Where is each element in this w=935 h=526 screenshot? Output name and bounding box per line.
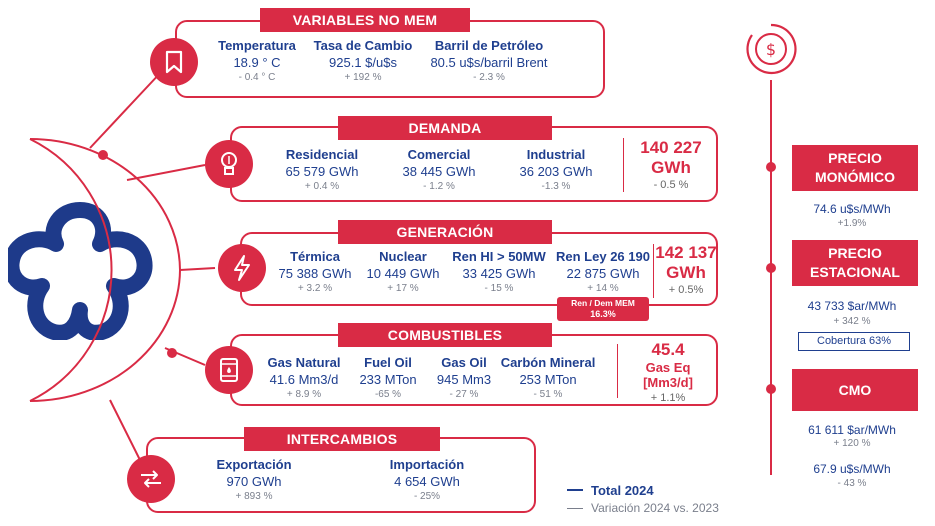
legend-total: Total 2024 xyxy=(591,482,654,498)
metric-importacion: Importación 4 654 GWh - 25% xyxy=(389,457,465,502)
precio-monomico-title: PRECIO MONÓMICO xyxy=(792,145,918,191)
metric-industrial: Industrial 36 203 GWh -1.3 % xyxy=(519,147,593,192)
metric-residencial: Residencial 65 579 GWh + 0.4 % xyxy=(285,147,359,192)
divider xyxy=(617,344,618,398)
metric-temperatura: Temperatura 18.9 ° C - 0.4 ° C xyxy=(218,38,296,83)
ren-dem-badge: Ren / Dem MEM 16.3% xyxy=(557,297,649,321)
metric-gas-natural: Gas Natural 41.6 Mm3/d + 8.9 % xyxy=(267,355,341,400)
precio-estacional-title: PRECIO ESTACIONAL xyxy=(792,240,918,286)
demanda-total: 140 227 GWh - 0.5 % xyxy=(640,138,702,191)
bookmark-icon xyxy=(150,38,198,86)
dollar-icon: $ xyxy=(742,20,800,78)
cmo-var-ars: + 120 % xyxy=(833,438,871,449)
timeline-dot xyxy=(766,384,776,394)
metric-carbon: Carbón Mineral 253 MTon - 51 % xyxy=(500,355,596,400)
metric-tasa-cambio: Tasa de Cambio 925.1 $/u$s + 192 % xyxy=(313,38,413,83)
arc-dot xyxy=(98,150,108,160)
generacion-total: 142 137 GWh + 0.5% xyxy=(655,243,717,296)
metric-barril: Barril de Petróleo 80.5 u$s/barril Brent… xyxy=(430,38,548,83)
combustibles-title: COMBUSTIBLES xyxy=(338,323,552,347)
legend-line-total xyxy=(567,489,583,491)
precio-monomico-var: +1.9% xyxy=(837,218,867,229)
lightbulb-icon xyxy=(205,140,253,188)
variables-title: VARIABLES NO MEM xyxy=(260,8,470,32)
cobertura-box: Cobertura 63% xyxy=(798,332,910,351)
timeline-dot xyxy=(766,162,776,172)
lightning-icon xyxy=(218,244,266,292)
precio-estacional-value: 43 733 $ar/MWh xyxy=(807,299,897,313)
legend-variation: Variación 2024 vs. 2023 xyxy=(591,501,719,515)
timeline-dot xyxy=(766,263,776,273)
precio-estacional-var: + 342 % xyxy=(833,316,871,327)
metric-nuclear: Nuclear 10 449 GWh + 17 % xyxy=(366,249,440,294)
fuel-barrel-icon xyxy=(205,346,253,394)
metric-fuel-oil: Fuel Oil 233 MTon -65 % xyxy=(359,355,417,400)
generacion-panel xyxy=(240,232,718,306)
cmo-value-usd: 67.9 u$s/MWh xyxy=(813,462,891,476)
exchange-arrows-icon xyxy=(127,455,175,503)
cammesa-logo xyxy=(8,202,153,340)
divider xyxy=(623,138,624,192)
metric-ren-hi: Ren HI > 50MW 33 425 GWh - 15 % xyxy=(452,249,546,294)
arc-dot xyxy=(167,348,177,358)
metric-comercial: Comercial 38 445 GWh - 1.2 % xyxy=(402,147,476,192)
metric-gas-oil: Gas Oil 945 Mm3 - 27 % xyxy=(436,355,492,400)
combustibles-total: 45.4 Gas Eq [Mm3/d] + 1.1% xyxy=(643,340,693,404)
generacion-title: GENERACIÓN xyxy=(338,220,552,244)
precio-monomico-value: 74.6 u$s/MWh xyxy=(813,202,891,216)
demanda-title: DEMANDA xyxy=(338,116,552,140)
metric-ren-ley: Ren Ley 26 190 22 875 GWh + 14 % xyxy=(556,249,650,294)
legend-line-variation xyxy=(567,507,583,509)
divider xyxy=(653,244,654,298)
legend: Total 2024 Variación 2024 vs. 2023 xyxy=(567,481,767,517)
metric-exportacion: Exportación 970 GWh + 893 % xyxy=(216,457,292,502)
cmo-title: CMO xyxy=(792,369,918,411)
svg-text:$: $ xyxy=(766,40,776,59)
cmo-var-usd: - 43 % xyxy=(837,478,867,489)
cmo-value-ars: 61 611 $ar/MWh xyxy=(808,423,896,437)
metric-termica: Térmica 75 388 GWh + 3.2 % xyxy=(278,249,352,294)
intercambios-title: INTERCAMBIOS xyxy=(244,427,440,451)
